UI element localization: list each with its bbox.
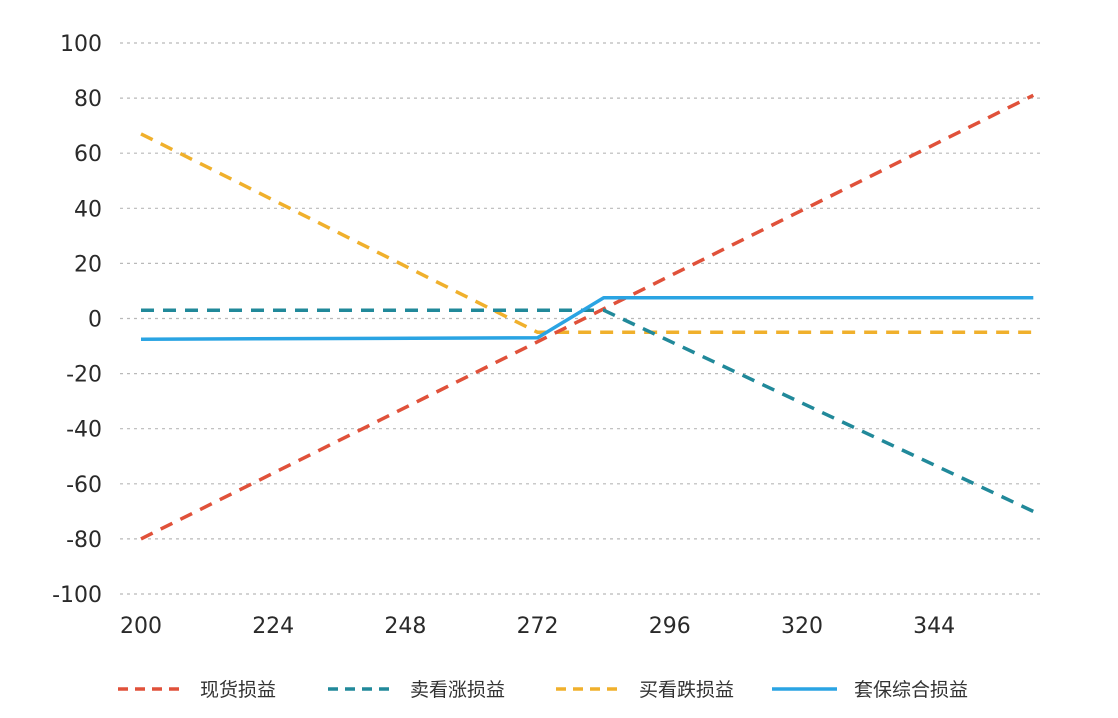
legend-label-1: 现货损益 (200, 679, 276, 701)
x-tick-label: 248 (384, 614, 426, 639)
x-tick-label: 320 (781, 614, 823, 639)
legend: 现货损益 卖看涨损益 买看跌损益 套保综合损益 (118, 679, 968, 701)
y-tick-label: 40 (74, 197, 102, 222)
y-tick-label: 0 (88, 308, 102, 333)
x-tick-label: 272 (517, 614, 559, 639)
x-tick-label: 296 (649, 614, 691, 639)
plot-area (140, 93, 1035, 541)
legend-label-2: 卖看涨损益 (410, 679, 505, 701)
y-tick-label: 100 (60, 32, 102, 57)
series-line-2 (141, 308, 1035, 513)
y-tick-label: 20 (74, 252, 102, 277)
y-tick-label: -60 (66, 473, 102, 498)
gridlines (120, 42, 1040, 595)
series-line-3 (140, 132, 1034, 335)
series-line-1 (140, 93, 1035, 541)
legend-label-3: 买看跌损益 (639, 679, 734, 701)
y-tick-label: -20 (66, 363, 102, 388)
legend-label-4: 套保综合损益 (854, 679, 968, 701)
x-tick-label: 224 (252, 614, 294, 639)
y-tick-label: 80 (74, 87, 102, 112)
y-axis: 100 80 60 40 20 0 -20 -40 -60 -80 -100 (52, 32, 102, 608)
x-tick-label: 344 (913, 614, 955, 639)
series-line-4 (140, 296, 1034, 341)
y-tick-label: 60 (74, 142, 102, 167)
y-tick-label: -80 (66, 528, 102, 553)
x-tick-label: 200 (120, 614, 162, 639)
y-tick-label: -100 (52, 583, 102, 608)
y-tick-label: -40 (66, 418, 102, 443)
x-axis: 200 224 248 272 296 320 344 (120, 614, 955, 639)
